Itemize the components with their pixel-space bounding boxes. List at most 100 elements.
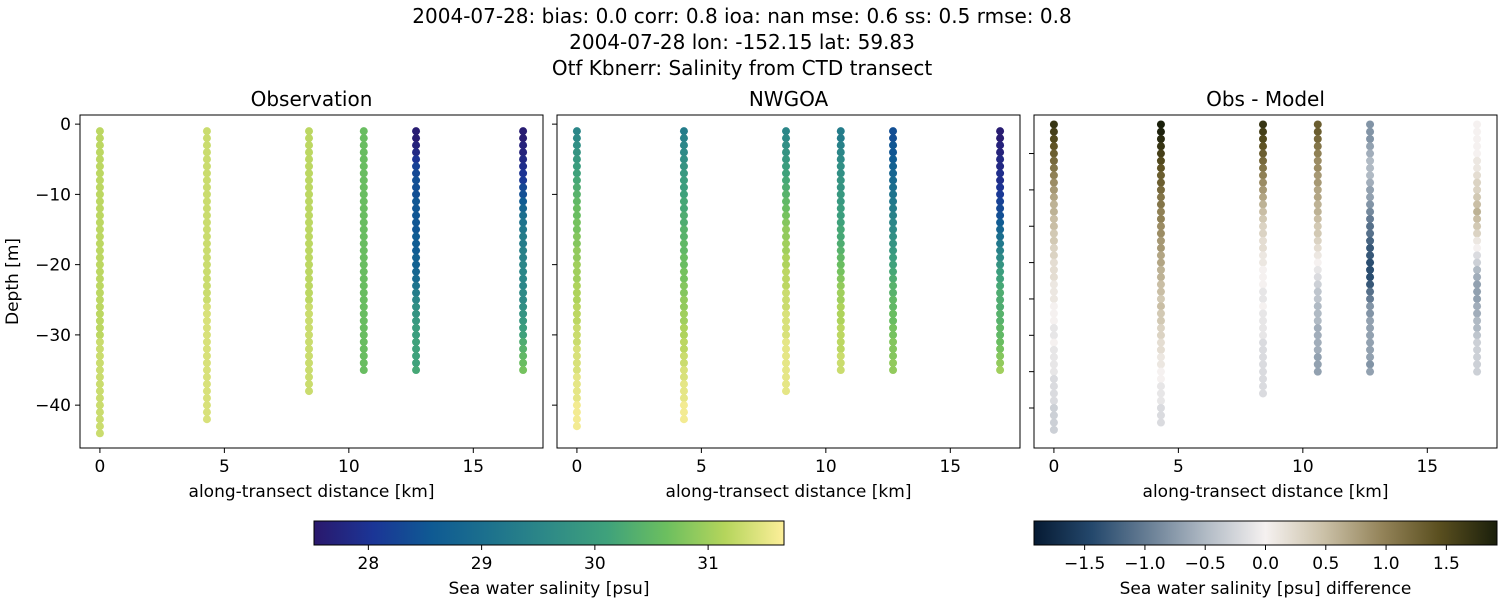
data-point bbox=[1366, 309, 1375, 318]
data-point bbox=[359, 302, 368, 311]
data-point bbox=[359, 162, 368, 171]
data-point bbox=[782, 309, 791, 318]
panel-obs: Observation 0 5 10 15 along-transect distance… bbox=[3, 87, 544, 502]
data-point bbox=[1049, 156, 1058, 165]
data-point bbox=[412, 169, 421, 178]
data-point bbox=[412, 330, 421, 339]
data-point bbox=[202, 218, 211, 227]
data-point bbox=[782, 260, 791, 269]
data-point bbox=[679, 387, 688, 396]
data-point bbox=[889, 358, 898, 367]
data-point bbox=[889, 316, 898, 325]
data-point bbox=[412, 225, 421, 234]
data-point bbox=[889, 337, 898, 346]
data-point bbox=[95, 380, 104, 389]
data-point bbox=[1156, 382, 1165, 391]
data-point bbox=[679, 337, 688, 346]
data-point bbox=[782, 225, 791, 234]
colorbar-tick-label: 0.0 bbox=[1252, 554, 1279, 574]
data-point bbox=[1366, 338, 1375, 347]
data-point bbox=[679, 197, 688, 206]
data-point bbox=[1156, 120, 1165, 129]
data-point bbox=[572, 422, 581, 431]
data-point bbox=[1259, 127, 1268, 136]
x-axis-label: along-transect distance [km] bbox=[1143, 482, 1389, 502]
data-point bbox=[1049, 287, 1058, 296]
data-point bbox=[572, 401, 581, 410]
data-point bbox=[572, 218, 581, 227]
data-point bbox=[836, 253, 845, 262]
data-point bbox=[1366, 273, 1375, 282]
data-point bbox=[1366, 316, 1375, 325]
data-point bbox=[1259, 280, 1268, 289]
data-point bbox=[836, 218, 845, 227]
data-point bbox=[836, 169, 845, 178]
data-point bbox=[1049, 244, 1058, 253]
data-point bbox=[836, 239, 845, 248]
data-point bbox=[782, 246, 791, 255]
data-point bbox=[412, 316, 421, 325]
data-point bbox=[889, 211, 898, 220]
data-point bbox=[1049, 316, 1058, 325]
colorbar-haline: 28 29 30 31 Sea water salinity [psu] bbox=[313, 520, 785, 599]
data-point bbox=[679, 267, 688, 276]
data-point bbox=[782, 358, 791, 367]
data-point bbox=[889, 141, 898, 150]
data-point bbox=[996, 134, 1005, 143]
data-point bbox=[1313, 171, 1322, 180]
data-point bbox=[572, 288, 581, 297]
data-point bbox=[1049, 425, 1058, 434]
data-point bbox=[305, 351, 314, 360]
data-point bbox=[202, 366, 211, 375]
data-point bbox=[305, 162, 314, 171]
data-point bbox=[1259, 120, 1268, 129]
data-point bbox=[202, 380, 211, 389]
data-point bbox=[412, 281, 421, 290]
x-tick-label: 0 bbox=[94, 457, 105, 477]
data-point bbox=[1156, 244, 1165, 253]
data-point bbox=[996, 190, 1005, 199]
x-axis-label: along-transect distance [km] bbox=[189, 482, 435, 502]
data-point bbox=[1313, 120, 1322, 129]
data-point bbox=[889, 218, 898, 227]
x-tick-label: 5 bbox=[219, 457, 230, 477]
data-point bbox=[889, 302, 898, 311]
data-point bbox=[1259, 171, 1268, 180]
data-point bbox=[359, 288, 368, 297]
data-point bbox=[519, 148, 528, 157]
data-point bbox=[1473, 331, 1482, 340]
data-point bbox=[1366, 120, 1375, 129]
data-point bbox=[572, 148, 581, 157]
data-point bbox=[519, 274, 528, 283]
data-point bbox=[1156, 207, 1165, 216]
data-point bbox=[679, 302, 688, 311]
data-point bbox=[996, 260, 1005, 269]
data-point bbox=[1259, 244, 1268, 253]
title-line-2: 2004-07-28 lon: -152.15 lat: 59.83 bbox=[569, 30, 915, 54]
data-point bbox=[1313, 149, 1322, 158]
data-point bbox=[202, 211, 211, 220]
data-point bbox=[679, 253, 688, 262]
data-point bbox=[782, 176, 791, 185]
data-point bbox=[359, 190, 368, 199]
data-point bbox=[1473, 345, 1482, 354]
data-point bbox=[1156, 411, 1165, 420]
data-point bbox=[1049, 353, 1058, 362]
data-point bbox=[572, 239, 581, 248]
data-point bbox=[95, 408, 104, 417]
data-point bbox=[95, 394, 104, 403]
data-point bbox=[996, 309, 1005, 318]
data-point bbox=[95, 204, 104, 213]
data-point bbox=[996, 169, 1005, 178]
data-point bbox=[782, 169, 791, 178]
data-point bbox=[1473, 265, 1482, 274]
data-point bbox=[1156, 258, 1165, 267]
data-point bbox=[305, 344, 314, 353]
data-point bbox=[1366, 287, 1375, 296]
data-point bbox=[305, 387, 314, 396]
data-point bbox=[95, 183, 104, 192]
data-point bbox=[889, 239, 898, 248]
data-point bbox=[889, 281, 898, 290]
data-point bbox=[1473, 309, 1482, 318]
